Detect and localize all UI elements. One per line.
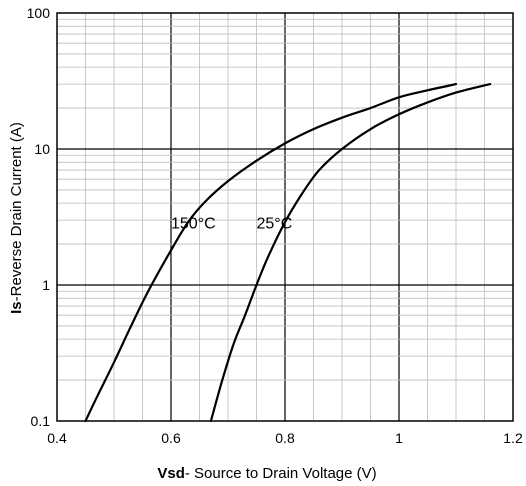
y-axis-title: Is-Reverse Drain Current (A) xyxy=(8,122,25,314)
grid xyxy=(57,13,513,421)
y-tick-label: 1 xyxy=(42,277,50,293)
x-axis-title-rest: - Source to Drain Voltage (V) xyxy=(185,465,377,482)
y-tick-label: 10 xyxy=(34,141,50,157)
series-line-150c xyxy=(84,83,458,423)
x-tick-label: 0.6 xyxy=(161,430,181,446)
x-axis-title-bold: Vsd xyxy=(157,465,185,482)
x-axis-title: Vsd- Source to Drain Voltage (V) xyxy=(157,465,376,482)
y-tick-label: 0.1 xyxy=(31,413,51,429)
x-tick-label: 1 xyxy=(395,430,403,446)
y-tick-label: 100 xyxy=(27,5,51,21)
series-label-25c: 25°C xyxy=(257,216,293,233)
series-label-150c: 150°C xyxy=(171,216,216,233)
series-line-25c xyxy=(209,83,492,423)
y-axis-title-rest: -Reverse Drain Current (A) xyxy=(8,122,25,301)
series-annotations: 150°C 25°C xyxy=(171,216,292,233)
series-lines xyxy=(84,83,492,423)
x-tick-label: 0.4 xyxy=(47,430,67,446)
y-axis-title-bold: Is xyxy=(8,301,25,314)
x-tick-label: 1.2 xyxy=(503,430,523,446)
x-tick-label: 0.8 xyxy=(275,430,295,446)
tick-labels: 0.4 0.6 0.8 1 1.2 0.1 1 10 100 xyxy=(27,5,523,446)
plot-frame xyxy=(56,12,514,422)
